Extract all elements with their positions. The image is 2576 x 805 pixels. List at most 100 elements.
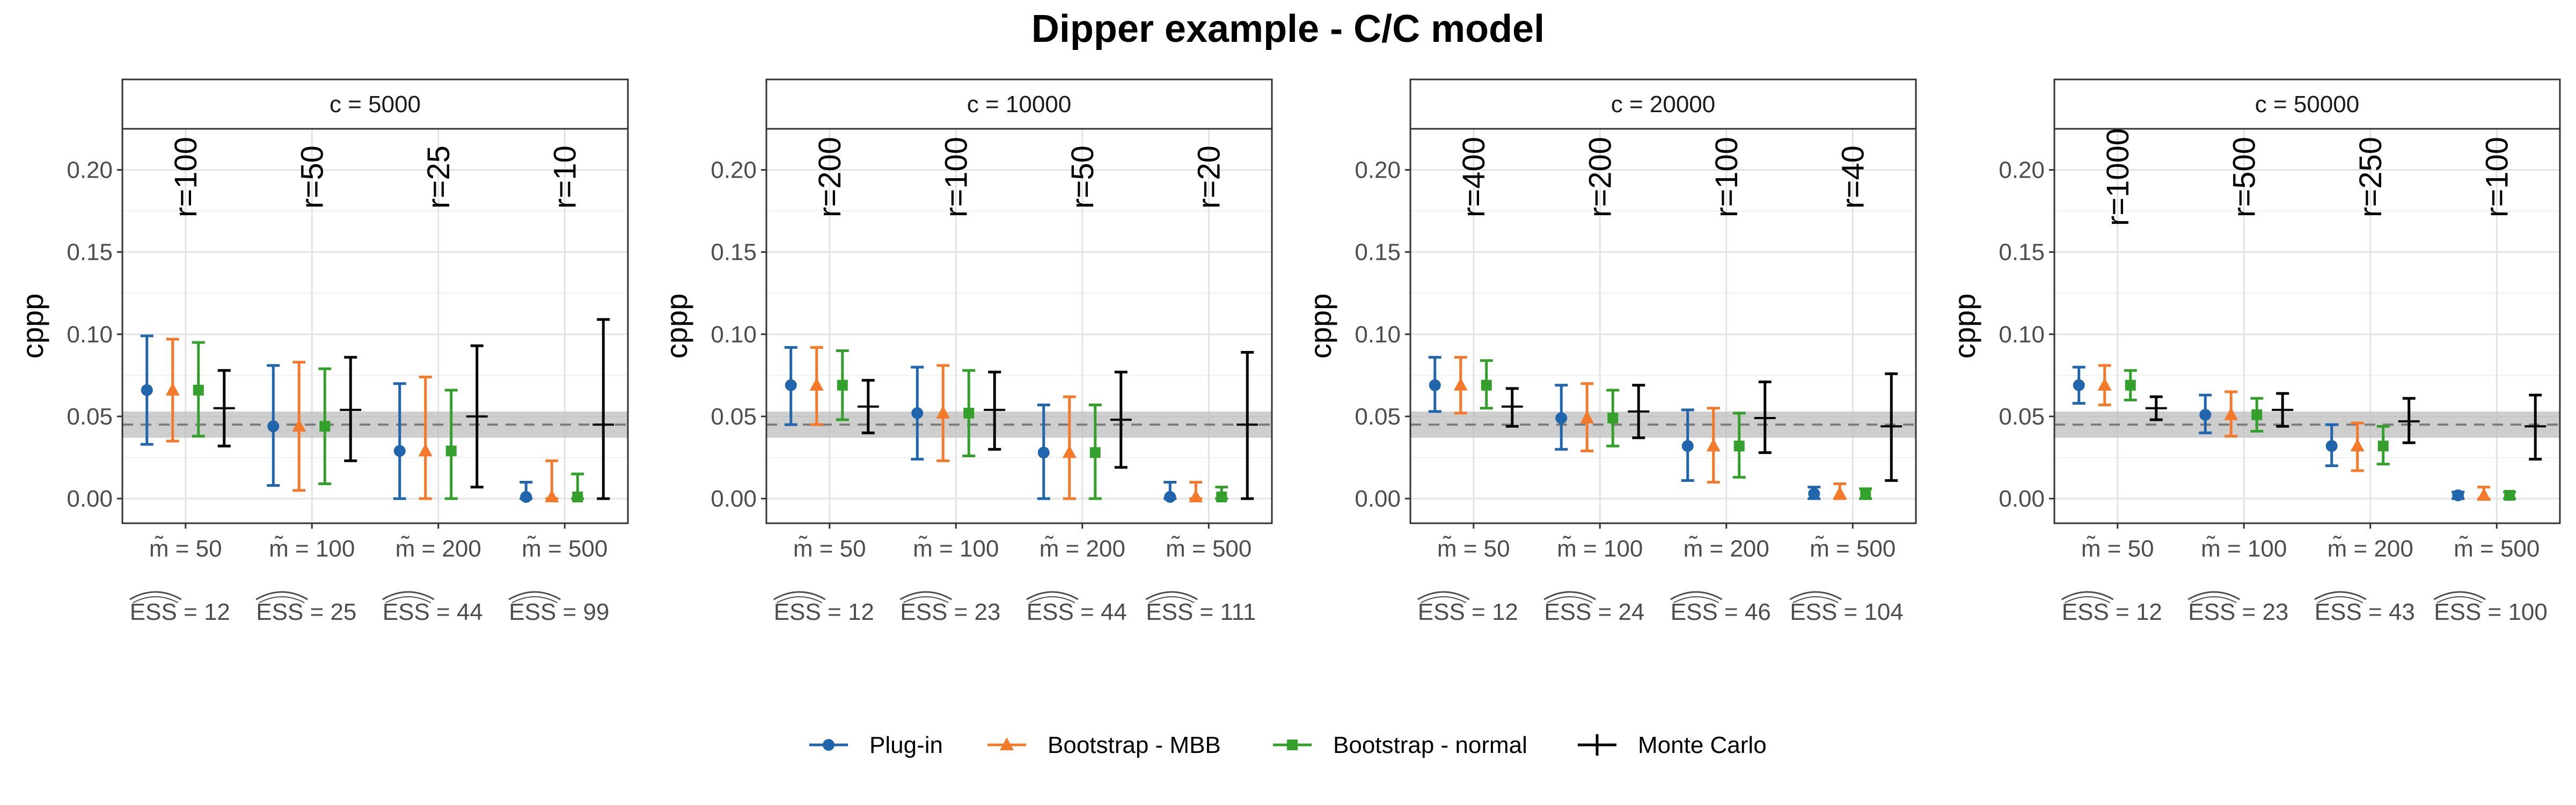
errorbar	[2398, 397, 2420, 444]
strip-box	[1409, 78, 1917, 130]
legend: Plug-in Bootstrap - MBB Bootstrap - normal…	[809, 732, 1767, 758]
ess-hat	[1145, 591, 1198, 601]
point-marker	[319, 421, 331, 432]
y-axis-title: cppp	[1948, 294, 1981, 358]
ess-hat	[508, 591, 561, 601]
ess-hat	[903, 596, 949, 603]
x-tick-label: m̃ = 200	[1040, 536, 1125, 562]
ess-hat	[259, 596, 305, 603]
errorbar	[571, 472, 584, 502]
strip-label: c = 50000	[2255, 91, 2360, 118]
errorbar	[1833, 482, 1847, 500]
errorbar	[1480, 359, 1493, 410]
ess-hat	[2436, 596, 2483, 603]
point-marker	[2350, 438, 2365, 452]
point-marker	[141, 384, 153, 396]
y-tick-label: 0.05	[1999, 404, 2045, 430]
point-marker	[1216, 492, 1227, 502]
x-tick-label: m̃ = 50	[149, 536, 222, 562]
errorbar	[2524, 393, 2546, 461]
x-tick-label: m̃ = 50	[1437, 536, 1510, 562]
ess-hat	[2191, 596, 2237, 603]
strip-label: c = 10000	[967, 91, 1072, 118]
errorbar	[2451, 489, 2465, 501]
y-tick-label: 0.20	[1999, 157, 2045, 184]
ess-label: ESS = 12	[1418, 599, 1518, 625]
ess-label: ESS = 12	[774, 599, 874, 625]
y-tick-label: 0.00	[1355, 486, 1401, 512]
errorbar	[592, 318, 614, 500]
legend-label: Bootstrap - MBB	[1048, 732, 1221, 758]
x-tick-label: m̃ = 500	[1810, 536, 1896, 562]
point-marker	[165, 382, 180, 396]
ess-hat	[2187, 591, 2241, 601]
point-marker	[809, 377, 824, 391]
errorbar	[318, 367, 332, 485]
errorbar	[519, 480, 533, 503]
strip-label: c = 20000	[1611, 91, 1716, 118]
ess-hat	[1670, 591, 1723, 601]
facet-panel: cppp 0.00 0.05 0.10 0.15 0.20 r=100 r=50 r=25 r=1…	[16, 78, 629, 625]
ess-label: ESS = 111	[1146, 599, 1256, 625]
y-tick-label: 0.05	[1355, 404, 1401, 430]
point-marker	[963, 407, 975, 419]
errorbar	[1555, 384, 1568, 451]
y-axis-title: cppp	[16, 294, 49, 358]
ess-hat	[1417, 591, 1470, 601]
ess-label: ESS = 100	[2434, 599, 2548, 625]
point-marker	[292, 419, 306, 432]
x-tick-label: m̃ = 50	[2081, 536, 2154, 562]
y-tick-label: 0.15	[1999, 239, 2045, 266]
point-marker	[1580, 411, 1594, 423]
errorbar	[962, 369, 976, 457]
errorbar	[936, 364, 950, 463]
legend-item: Monte Carlo	[1578, 732, 1767, 758]
errorbar	[213, 369, 235, 448]
errorbar	[418, 375, 433, 500]
point-marker	[1681, 440, 1694, 452]
x-tick-label: m̃ = 500	[1166, 536, 1252, 562]
y-tick-label: 0.15	[711, 239, 757, 266]
errorbar	[545, 459, 559, 502]
y-tick-label: 0.05	[67, 404, 113, 430]
point-marker	[193, 384, 204, 396]
errorbar	[1754, 380, 1776, 454]
point-marker	[572, 492, 583, 502]
ess-hat	[777, 596, 823, 603]
point-marker	[1037, 447, 1050, 459]
x-tick-label: m̃ = 50	[793, 536, 866, 562]
ess-label: ESS = 43	[2315, 599, 2415, 625]
point-marker	[1089, 447, 1101, 458]
errorbar	[2376, 425, 2390, 466]
errorbar	[809, 346, 824, 426]
y-tick-label: 0.10	[1355, 321, 1401, 348]
ess-hat	[2065, 596, 2111, 603]
errorbar	[1606, 389, 1620, 448]
errorbar	[1037, 404, 1050, 500]
errorbar	[1628, 384, 1650, 440]
ess-label: ESS = 44	[1027, 599, 1127, 625]
errorbar	[784, 346, 797, 426]
errorbar	[267, 364, 280, 487]
errorbar	[466, 344, 488, 489]
y-tick-label: 0.00	[711, 486, 757, 512]
ess-hat	[2317, 596, 2363, 603]
point-marker	[2199, 408, 2212, 421]
y-tick-label: 0.00	[1999, 486, 2045, 512]
point-marker	[1607, 413, 1619, 423]
point-marker	[2452, 489, 2464, 501]
x-tick-label: m̃ = 200	[396, 536, 481, 562]
ess-label: ESS = 44	[383, 599, 483, 625]
ess-label: ESS = 24	[1544, 599, 1644, 625]
ess-label: ESS = 23	[2188, 599, 2288, 625]
point-marker	[2325, 440, 2338, 452]
errorbar	[1859, 487, 1872, 500]
strip-box	[2053, 78, 2561, 130]
x-tick-label: m̃ = 200	[1684, 536, 1769, 562]
ess-hat	[1421, 596, 1467, 603]
point-marker	[1062, 445, 1077, 458]
errorbar	[1453, 356, 1468, 415]
errorbar	[192, 341, 205, 438]
ess-hat	[1547, 596, 1593, 603]
